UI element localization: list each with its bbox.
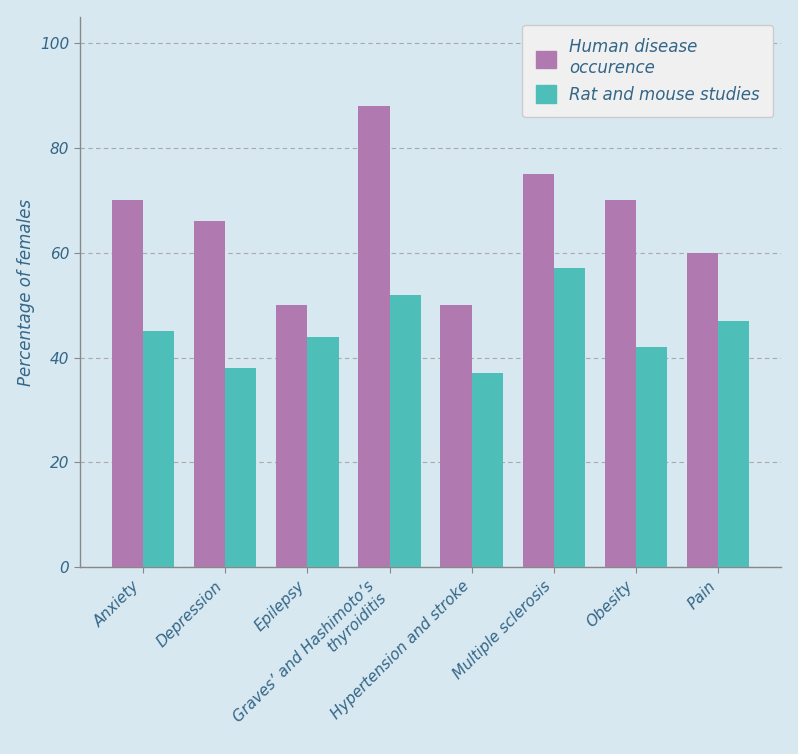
Bar <box>605 201 636 567</box>
Y-axis label: Percentage of females: Percentage of females <box>17 198 34 385</box>
Bar <box>523 174 554 567</box>
Bar <box>472 373 503 567</box>
Bar <box>554 268 585 567</box>
Bar <box>143 331 174 567</box>
Legend: Human disease
occurence, Rat and mouse studies: Human disease occurence, Rat and mouse s… <box>523 25 773 117</box>
Bar <box>718 320 749 567</box>
Bar <box>194 221 225 567</box>
Bar <box>358 106 389 567</box>
Bar <box>389 295 421 567</box>
Bar <box>112 201 143 567</box>
Bar <box>687 253 718 567</box>
Bar <box>440 305 472 567</box>
Bar <box>225 368 256 567</box>
Bar <box>636 347 667 567</box>
Bar <box>307 336 338 567</box>
Bar <box>276 305 307 567</box>
